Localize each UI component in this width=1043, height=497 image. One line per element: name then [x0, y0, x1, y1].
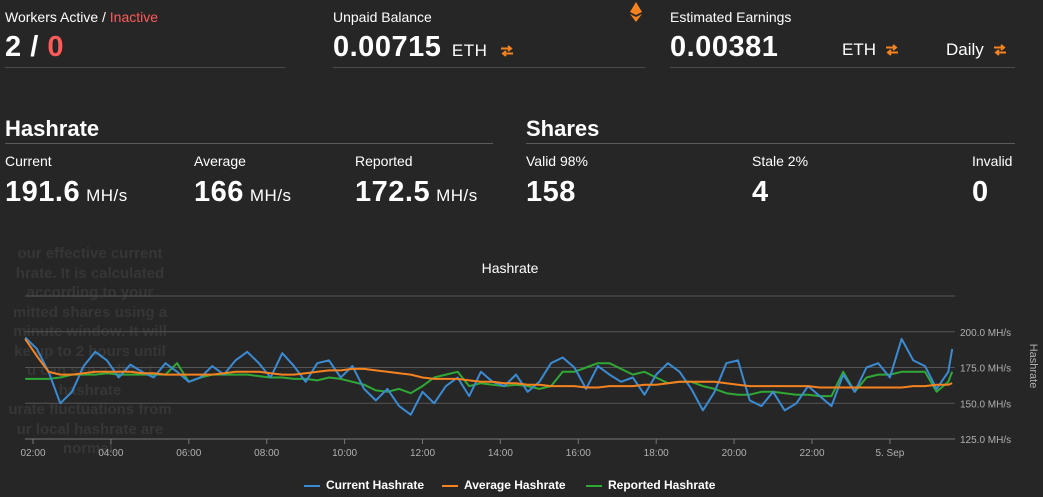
unpaid-balance-value: 0.00715 ETH	[333, 31, 514, 65]
reported-hashrate-label: Reported	[355, 153, 413, 169]
workers-active-count: 2	[5, 31, 22, 63]
valid-shares-label: Valid 98%	[526, 153, 589, 169]
reported-hashrate-value: 172.5 MH/s	[355, 176, 478, 209]
estimated-earnings-value: 0.00381	[670, 31, 779, 63]
reported-hashrate-line[interactable]	[25, 362, 954, 398]
x-tick-label: 22:00	[799, 448, 824, 459]
stale-shares-label: Stale 2%	[752, 153, 809, 169]
average-hashrate-unit: MH/s	[249, 186, 292, 205]
workers-label-separator: /	[98, 9, 110, 25]
unpaid-balance-unit: ETH	[451, 41, 488, 60]
shares-section-title: Shares	[526, 116, 600, 141]
unpaid-balance-amount: 0.00715	[333, 31, 442, 63]
legend-reported-label: Reported Hashrate	[608, 478, 716, 492]
legend-average-label: Average Hashrate	[464, 478, 566, 492]
invalid-shares-value: 0	[972, 176, 989, 208]
average-hashrate-number: 166	[194, 176, 244, 208]
x-tick-label: 06:00	[176, 448, 201, 459]
y-tick-label: 200.0 MH/s	[960, 328, 1011, 339]
invalid-shares-label: Invalid	[972, 153, 1013, 169]
workers-label: Workers Active / Inactive	[5, 9, 158, 25]
unpaid-currency-swap-icon[interactable]	[500, 32, 514, 65]
x-tick-label: 10:00	[332, 448, 357, 459]
x-tick-label: 18:00	[644, 448, 669, 459]
reported-hashrate-unit: MH/s	[436, 186, 478, 205]
x-tick-label: 5. Sep	[875, 448, 904, 459]
earnings-period: Daily	[946, 40, 984, 59]
x-tick-label: 08:00	[254, 448, 279, 459]
x-tick-label: 20:00	[722, 448, 747, 459]
average-hashrate-line[interactable]	[24, 338, 953, 389]
legend-average-swatch	[442, 484, 458, 487]
earnings-period-swap-icon[interactable]	[993, 41, 1007, 61]
reported-hashrate-number: 172.5	[355, 176, 431, 208]
workers-value-separator: /	[21, 31, 48, 63]
y-tick-label: 175.0 MH/s	[960, 364, 1011, 375]
x-tick-label: 02:00	[20, 448, 45, 459]
x-tick-label: 16:00	[566, 448, 591, 459]
unpaid-balance-label: Unpaid Balance	[333, 9, 432, 25]
hashrate-chart[interactable]: Hashrate 125.0 MH/s 150.0 MH/s 175.0 MH/s 2…	[0, 250, 1043, 497]
current-hashrate-number: 191.6	[5, 176, 81, 208]
estimated-earnings-label: Estimated Earnings	[670, 9, 792, 25]
valid-shares-value: 158	[526, 176, 576, 208]
y-tick-label: 150.0 MH/s	[960, 399, 1011, 410]
current-hashrate-unit: MH/s	[86, 186, 128, 205]
earnings-unit: ETH	[842, 40, 876, 59]
average-hashrate-label: Average	[194, 153, 246, 169]
average-hashrate-value: 166 MH/s	[194, 176, 292, 209]
workers-value: 2 / 0	[5, 31, 64, 64]
x-tick-label: 04:00	[98, 448, 123, 459]
current-hashrate-value: 191.6 MH/s	[5, 176, 128, 209]
legend-reported-hashrate[interactable]: Reported Hashrate	[586, 478, 715, 492]
x-tick-label: 12:00	[410, 448, 435, 459]
legend-average-hashrate[interactable]: Average Hashrate	[442, 478, 566, 492]
y-axis-label: Hashrate	[1027, 344, 1039, 389]
earnings-currency-toggle[interactable]: ETH	[842, 40, 899, 61]
ethereum-icon[interactable]	[628, 2, 644, 29]
earnings-currency-swap-icon[interactable]	[885, 41, 899, 61]
workers-inactive-count: 0	[47, 31, 64, 63]
workers-inactive-label: Inactive	[109, 9, 159, 25]
hashrate-section-title: Hashrate	[5, 116, 100, 141]
y-tick-label: 125.0 MH/s	[960, 435, 1011, 446]
legend-current-label: Current Hashrate	[326, 478, 425, 492]
workers-active-label: Workers Active	[5, 9, 99, 25]
current-hashrate-label: Current	[5, 153, 52, 169]
chart-title: Hashrate	[482, 260, 539, 276]
stale-shares-value: 4	[752, 176, 769, 208]
legend-current-hashrate[interactable]: Current Hashrate	[304, 478, 424, 492]
legend-current-swatch	[304, 484, 320, 487]
x-tick-label: 14:00	[488, 448, 513, 459]
earnings-period-toggle[interactable]: Daily	[946, 40, 1007, 61]
legend-reported-swatch	[586, 484, 602, 487]
